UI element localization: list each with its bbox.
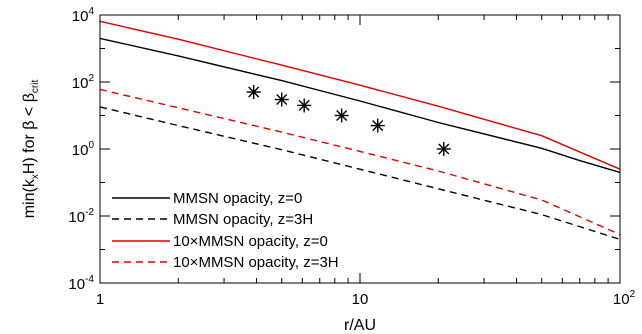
y-axis-label: min(kxH) for β < βcrit: [21, 80, 41, 219]
y-tick-base: 10: [72, 8, 89, 25]
y-tick-base: 10: [72, 142, 89, 159]
x-tick-label: 1: [96, 291, 104, 308]
data-point: [274, 92, 289, 107]
data-point: [370, 118, 385, 133]
data-point: [246, 85, 261, 100]
y-tick-exponent: 0: [88, 140, 94, 151]
plot-frame: [99, 14, 621, 284]
legend: MMSN opacity, z=0 MMSN opacity, z=3H 10×MM…: [112, 190, 339, 271]
legend-label-3: 10×MMSN opacity, z=0: [173, 233, 328, 250]
legend-label-2: MMSN opacity, z=3H: [173, 211, 313, 228]
series-line-3: [99, 20, 621, 170]
y-label-part-1: min(k: [21, 178, 38, 218]
y-label-sub-1: x: [30, 174, 41, 179]
series-line-4: [99, 88, 621, 236]
points-layer: [246, 85, 451, 156]
y-label-sub-2: crit: [30, 80, 41, 94]
y-tick-exponent: -2: [85, 207, 94, 218]
y-tick-exponent: 2: [88, 73, 94, 84]
data-point: [297, 98, 312, 113]
y-tick-label: 100: [72, 140, 95, 159]
x-tick-base: 10: [613, 291, 630, 308]
y-tick-base: 10: [68, 209, 85, 226]
x-tick-label: 10: [352, 291, 369, 308]
y-tick-base: 10: [68, 276, 85, 293]
data-point: [334, 108, 349, 123]
legend-label-1: MMSN opacity, z=0: [173, 190, 302, 207]
y-tick-exponent: 4: [88, 6, 94, 17]
x-tick-exponent: 2: [630, 289, 636, 300]
x-axis-label: r/AU: [344, 317, 376, 334]
legend-label-4: 10×MMSN opacity, z=3H: [173, 254, 339, 271]
y-tick-label: 10-4: [68, 274, 94, 293]
series-layer: [99, 20, 621, 241]
series-line-1: [99, 37, 621, 174]
y-tick-label: 10-2: [68, 207, 94, 226]
y-tick-base: 10: [72, 75, 89, 92]
y-tick-label: 102: [72, 73, 95, 92]
x-tick-label: 102: [613, 289, 636, 308]
y-tick-exponent: -4: [85, 274, 94, 285]
data-point: [436, 142, 451, 156]
y-label-part-2: H) for β < β: [21, 93, 38, 174]
y-tick-label: 104: [72, 6, 95, 25]
series-line-2: [99, 106, 621, 241]
